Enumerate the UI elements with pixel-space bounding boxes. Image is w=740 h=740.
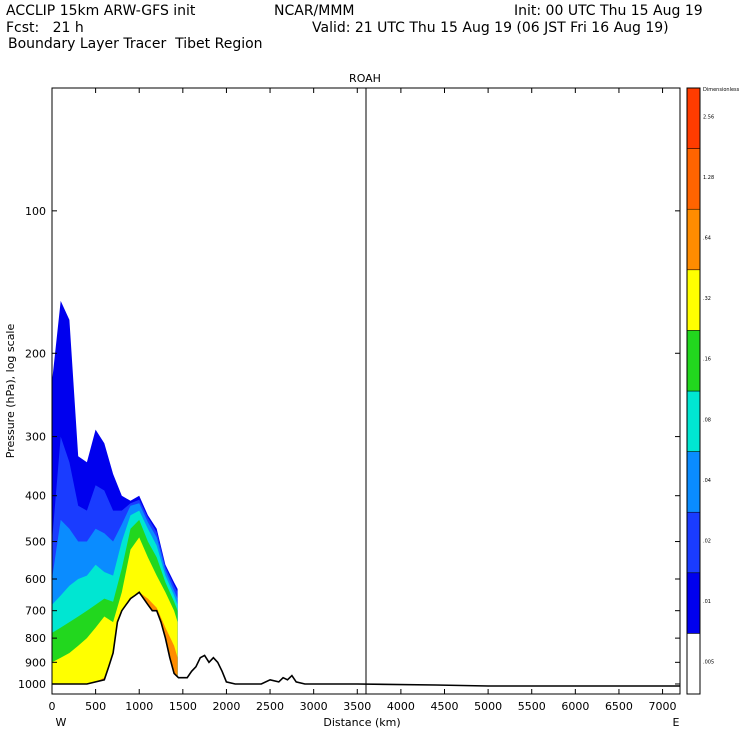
x-tick-label: 6500 bbox=[605, 700, 633, 713]
x-tick-label: 4500 bbox=[431, 700, 459, 713]
colorbar-swatch bbox=[686, 511, 701, 574]
forecast-hour: Fcst: 21 h bbox=[6, 20, 84, 36]
product-label: Boundary Layer Tracer Tibet Region bbox=[8, 36, 263, 52]
colorbar-label: .01 bbox=[703, 599, 711, 605]
colorbar-label: .02 bbox=[703, 539, 711, 545]
init-time: Init: 00 UTC Thu 15 Aug 19 bbox=[514, 3, 703, 19]
y-tick-label: 200 bbox=[25, 347, 46, 360]
colorbar-swatch bbox=[686, 87, 701, 149]
x-tick-label: 5000 bbox=[474, 700, 502, 713]
west-label: W bbox=[56, 716, 67, 729]
colorbar-swatch bbox=[686, 390, 701, 452]
colorbar-label: Dimensionless bbox=[703, 87, 740, 93]
chart-title: ROAH bbox=[349, 72, 381, 85]
y-tick-label: 800 bbox=[25, 632, 46, 645]
colorbar-swatch bbox=[686, 269, 701, 331]
y-axis-label: Pressure (hPa), log scale bbox=[4, 324, 17, 459]
colorbar-label: .16 bbox=[703, 357, 711, 363]
colorbar-label: 2.56 bbox=[703, 114, 714, 120]
y-tick-label: 1000 bbox=[18, 678, 46, 691]
colorbar-swatch bbox=[686, 148, 701, 210]
y-tick-label: 100 bbox=[25, 205, 46, 218]
x-tick-label: 0 bbox=[49, 700, 56, 713]
x-tick-label: 1000 bbox=[125, 700, 153, 713]
valid-time: Valid: 21 UTC Thu 15 Aug 19 (06 JST Fri … bbox=[312, 20, 669, 36]
x-tick-label: 6000 bbox=[561, 700, 589, 713]
x-tick-label: 1500 bbox=[169, 700, 197, 713]
x-tick-label: 7000 bbox=[649, 700, 677, 713]
org-label: NCAR/MMM bbox=[274, 3, 355, 19]
x-tick-label: 4000 bbox=[387, 700, 415, 713]
terrain-line bbox=[52, 591, 680, 687]
model-label: ACCLIP 15km ARW-GFS init bbox=[6, 3, 196, 19]
y-tick-label: 500 bbox=[25, 536, 46, 549]
colorbar-swatch bbox=[686, 208, 701, 271]
colorbar-label: .64 bbox=[703, 236, 711, 242]
x-tick-label: 3500 bbox=[343, 700, 371, 713]
x-tick-label: 2000 bbox=[212, 700, 240, 713]
y-tick-label: 900 bbox=[25, 656, 46, 669]
colorbar-swatch bbox=[686, 330, 701, 392]
colorbar-swatch bbox=[686, 633, 701, 695]
colorbar-frame bbox=[686, 87, 701, 695]
x-tick-label: 5500 bbox=[518, 700, 546, 713]
east-label: E bbox=[673, 716, 680, 729]
y-tick-label: 300 bbox=[25, 431, 46, 444]
colorbar-label: .08 bbox=[703, 417, 711, 423]
x-tick-label: 3000 bbox=[300, 700, 328, 713]
x-tick-label: 2500 bbox=[256, 700, 284, 713]
terrain-fill bbox=[52, 592, 680, 694]
x-axis-label: Distance (km) bbox=[323, 716, 400, 729]
x-tick-label: 500 bbox=[85, 700, 106, 713]
colorbar-label: .04 bbox=[703, 478, 711, 484]
y-tick-label: 700 bbox=[25, 605, 46, 618]
colorbar-swatch bbox=[686, 572, 701, 634]
colorbar-swatch bbox=[686, 451, 701, 513]
y-tick-label: 600 bbox=[25, 573, 46, 586]
y-tick-label: 400 bbox=[25, 490, 46, 503]
colorbar-label: .005 bbox=[703, 660, 714, 666]
colorbar-label: .32 bbox=[703, 296, 711, 302]
colorbar-label: 1.28 bbox=[703, 175, 714, 181]
